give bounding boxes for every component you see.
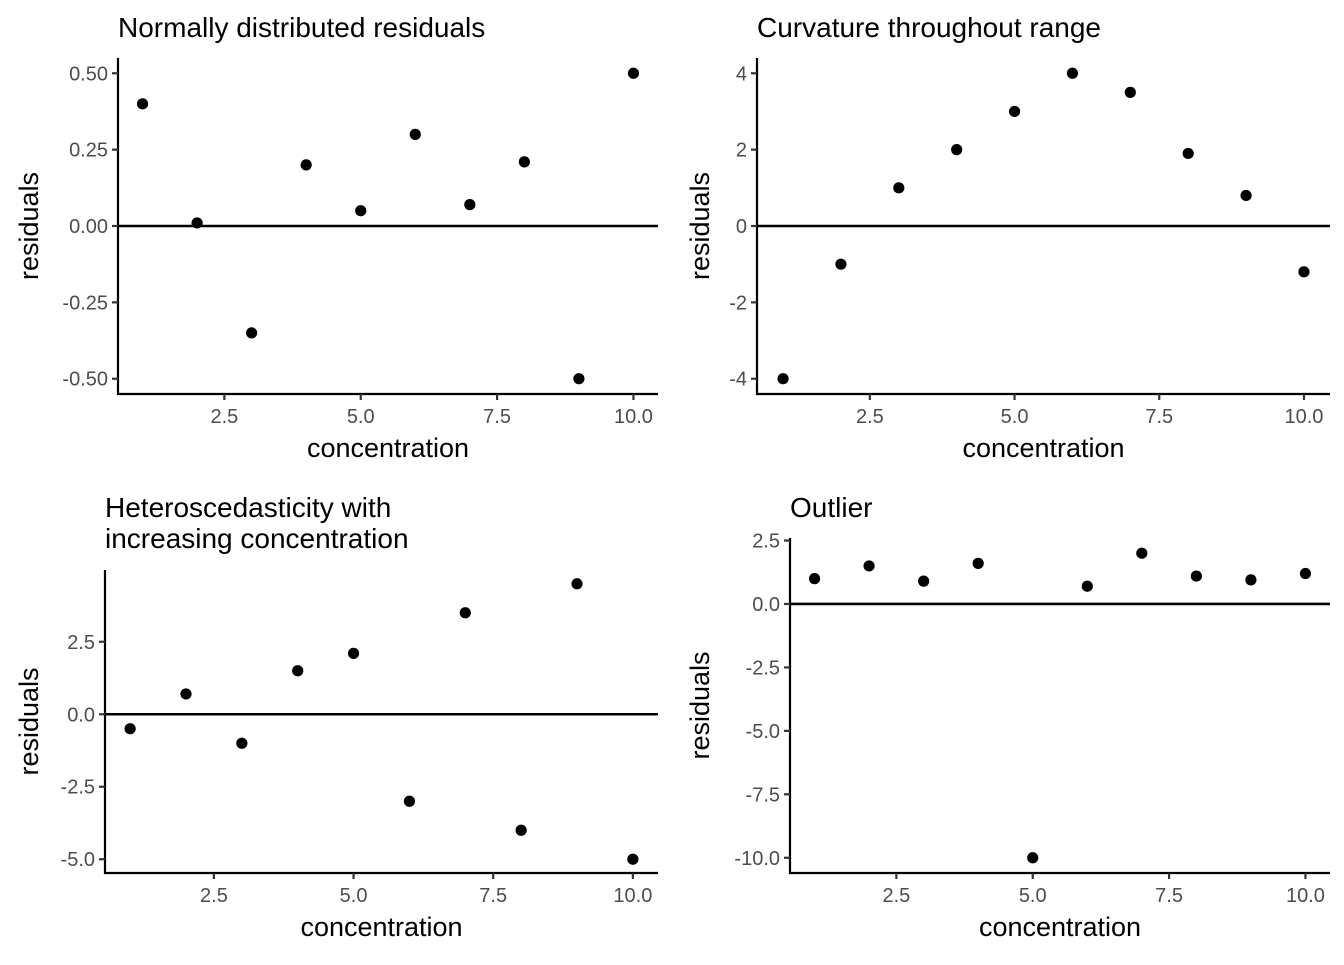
y-tick-label: 0.0 (67, 704, 95, 726)
y-axis-title: residuals (14, 172, 44, 280)
panel-title: Heteroscedasticity with (105, 492, 391, 523)
y-tick-label: 0 (736, 216, 747, 238)
data-point (124, 723, 136, 735)
data-point (136, 98, 149, 110)
data-point (835, 258, 847, 270)
x-tick-label: 10.0 (614, 406, 653, 428)
panel-title: Curvature throughout range (757, 12, 1101, 43)
y-axis-title: residuals (685, 651, 715, 759)
data-point (808, 573, 821, 585)
x-tick-label: 5.0 (1001, 406, 1029, 428)
data-point (403, 795, 416, 807)
data-point (347, 647, 360, 659)
data-point (951, 144, 963, 156)
y-tick-label: -10.0 (734, 848, 780, 870)
data-point (571, 578, 583, 590)
data-point (627, 67, 640, 79)
x-axis-title: concentration (962, 433, 1124, 463)
x-tick-label: 7.5 (483, 406, 511, 428)
y-tick-label: -2.5 (746, 657, 780, 679)
data-point (893, 182, 905, 194)
y-tick-label: 2 (736, 140, 747, 162)
y-tick-label: 2.5 (67, 632, 95, 654)
y-tick-label: -2.5 (61, 777, 95, 799)
x-tick-label: 5.0 (347, 406, 375, 428)
data-point (518, 156, 530, 168)
data-point (1136, 547, 1148, 559)
data-point (515, 824, 527, 836)
y-tick-label: -5.0 (746, 721, 780, 743)
x-tick-label: 2.5 (210, 406, 238, 428)
data-point (1240, 189, 1252, 202)
data-point (355, 205, 367, 217)
panel-4: Outlier 2.5 0.0 -2.5 -5.0 -7.5 -10.0 2.5 5.0 7.5 1… (685, 492, 1330, 942)
panel-title: increasing concentration (105, 523, 409, 554)
data-point (1298, 266, 1310, 278)
data-point (246, 327, 258, 339)
x-tick-label: 2.5 (200, 885, 228, 907)
data-point (573, 373, 585, 385)
y-axis-title: residuals (685, 172, 715, 280)
data-point (1124, 86, 1136, 98)
data-point (180, 688, 192, 700)
data-point (1182, 147, 1194, 160)
y-tick-label: 0.0 (752, 594, 780, 616)
x-tick-label: 2.5 (856, 406, 884, 428)
data-point (292, 665, 304, 677)
x-tick-label: 7.5 (479, 885, 507, 907)
y-tick-label: -5.0 (61, 849, 95, 871)
data-point (627, 853, 639, 865)
x-axis-title: concentration (307, 433, 469, 463)
panel-title: Normally distributed residuals (118, 12, 485, 43)
y-tick-label: -0.50 (62, 369, 108, 391)
x-tick-label: 10.0 (1284, 406, 1323, 428)
data-point (972, 557, 984, 569)
panel-2: Curvature throughout range 4 2 0 -2 -4 2.5 5.0 7… (685, 12, 1330, 463)
y-tick-label: 0.50 (69, 63, 108, 85)
y-tick-label: -4 (729, 369, 747, 391)
y-tick-label: 4 (736, 63, 747, 85)
data-point (1066, 67, 1079, 79)
x-tick-label: 7.5 (1155, 885, 1183, 907)
data-point (1190, 570, 1202, 582)
y-tick-label: 0.00 (69, 216, 108, 238)
y-axis-title: residuals (14, 667, 44, 775)
x-axis-title: concentration (979, 912, 1141, 942)
data-point (300, 159, 312, 171)
data-point (1081, 580, 1093, 592)
x-tick-label: 5.0 (1019, 885, 1047, 907)
x-axis-title: concentration (300, 912, 462, 942)
data-point (863, 560, 875, 572)
data-point (464, 199, 476, 211)
data-point (409, 128, 421, 140)
data-point (191, 217, 203, 229)
x-tick-label: 10.0 (613, 885, 652, 907)
y-tick-label: -2 (729, 292, 747, 314)
data-point (236, 737, 248, 749)
panel-1: Normally distributed residuals 0.50 0.25 0.… (14, 12, 658, 463)
x-tick-label: 10.0 (1286, 885, 1325, 907)
data-point (918, 575, 930, 587)
panel-title: Outlier (790, 492, 872, 523)
data-point (777, 373, 789, 385)
data-point (1299, 567, 1312, 580)
data-point (459, 607, 471, 619)
y-tick-label: -7.5 (746, 784, 780, 806)
data-point (1008, 105, 1021, 118)
data-point (1245, 574, 1257, 586)
data-point (1027, 852, 1039, 864)
x-tick-label: 7.5 (1145, 406, 1173, 428)
x-tick-label: 5.0 (340, 885, 368, 907)
y-tick-label: -0.25 (62, 292, 108, 314)
y-tick-label: 2.5 (752, 531, 780, 553)
y-tick-label: 0.25 (69, 140, 108, 162)
x-tick-label: 2.5 (882, 885, 910, 907)
